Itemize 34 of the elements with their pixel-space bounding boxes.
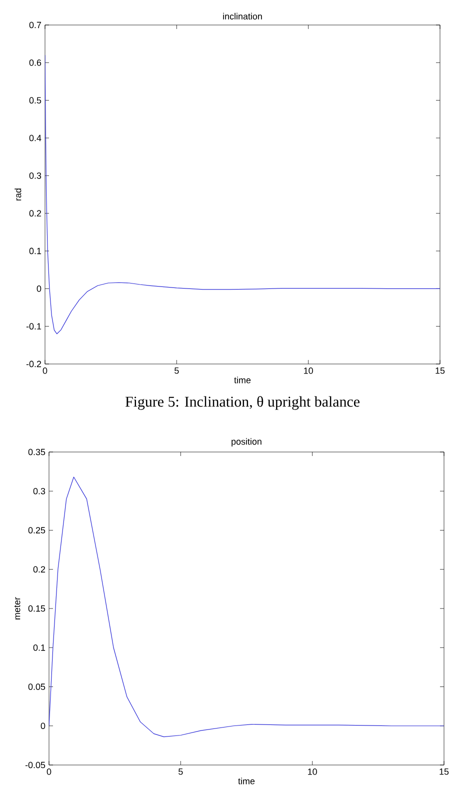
y-tick-label: 0.5 (29, 97, 41, 104)
y-tick-label: 0.1 (29, 248, 41, 254)
x-tick-label: 15 (436, 368, 444, 374)
x-axis-title: time (238, 778, 254, 784)
y-tick-label: -0.2 (26, 360, 41, 368)
y-tick-label: 0.2 (33, 566, 45, 573)
y-tick-label: 0.4 (29, 134, 42, 142)
y-tick-label: 0.05 (28, 684, 45, 690)
x-tick-label: 0 (46, 768, 51, 775)
x-tick-label: 5 (174, 368, 179, 374)
x-tick-label: 15 (440, 768, 448, 775)
line-series (48, 476, 444, 738)
y-tick-label: 0.7 (29, 22, 41, 28)
chart-title: position (231, 438, 262, 446)
y-tick-label: 0.2 (29, 210, 41, 217)
y-axis-title: meter (14, 597, 20, 620)
y-tick-label: 0.35 (28, 448, 45, 456)
y-tick-label: 0 (36, 285, 41, 292)
x-tick-label: 10 (308, 768, 317, 775)
y-tick-label: 0.3 (33, 488, 45, 494)
y-tick-label: -0.05 (25, 762, 45, 768)
caption: Figure 5: Inclination, θ upright balance (125, 396, 360, 410)
y-tick-label: 0.1 (33, 644, 45, 651)
x-tick-label: 5 (178, 768, 183, 775)
y-tick-label: -0.1 (26, 323, 41, 330)
y-tick-label: 0 (40, 722, 45, 730)
y-tick-label: 0.6 (29, 59, 41, 66)
y-tick-label: 0.3 (29, 172, 41, 179)
y-tick-label: 0.15 (28, 605, 45, 612)
x-axis-title: time (234, 376, 250, 384)
y-tick-label: 0.25 (28, 527, 45, 534)
chart-title: inclination (223, 12, 262, 20)
y-axis-title: rad (14, 188, 22, 200)
x-tick-label: 10 (304, 368, 313, 374)
